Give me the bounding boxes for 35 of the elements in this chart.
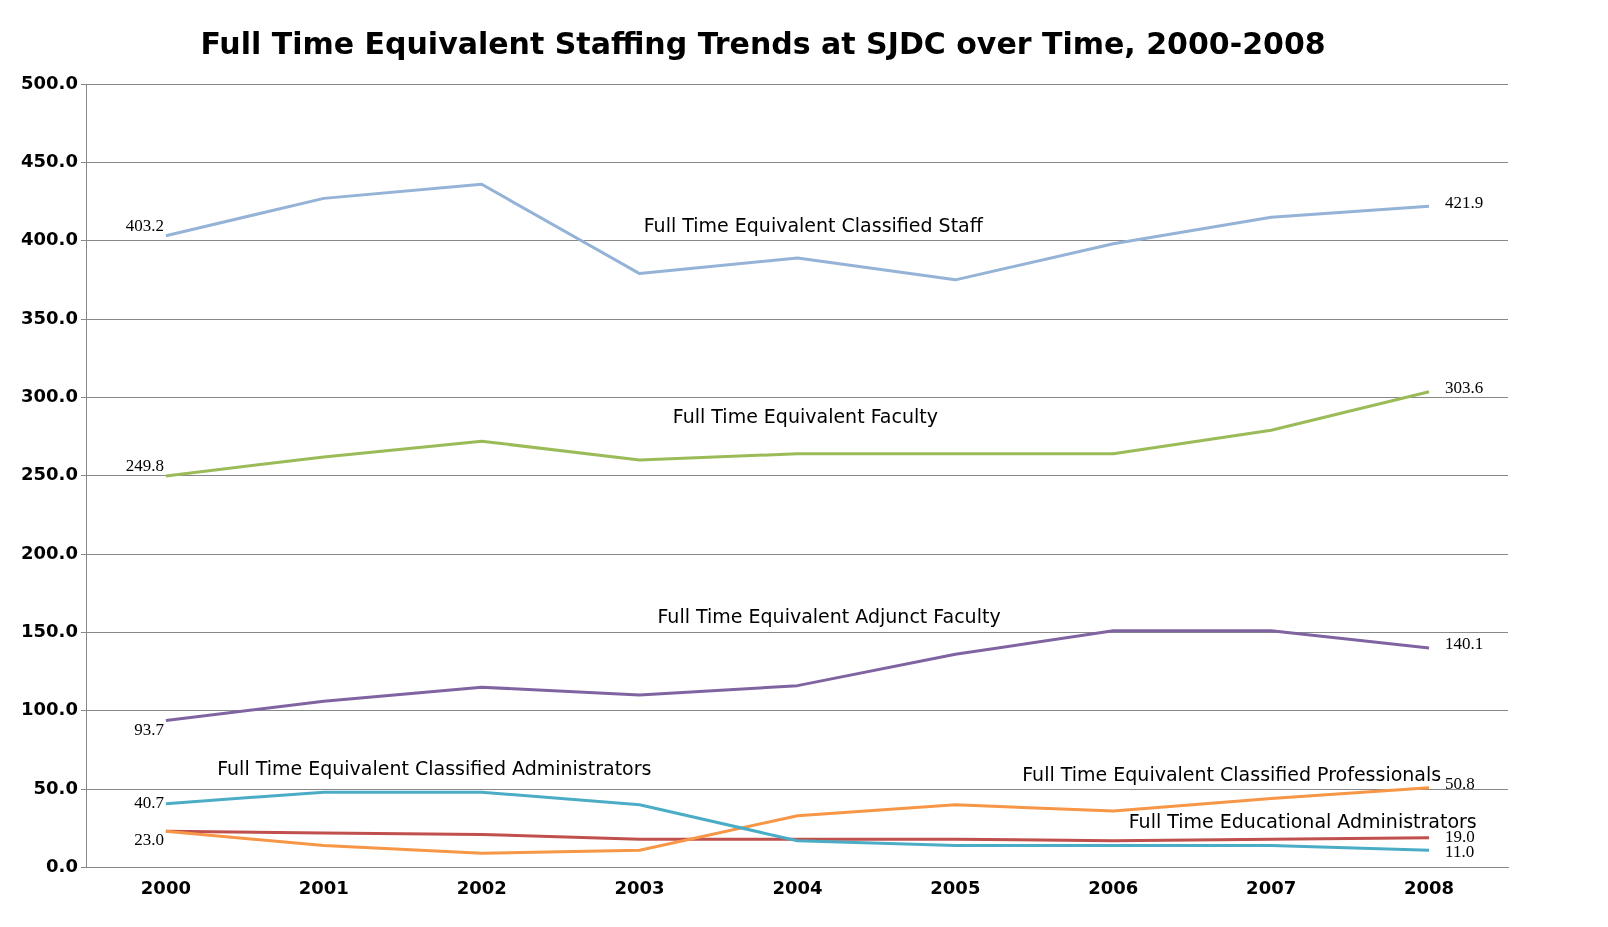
data-label: 40.7	[134, 793, 165, 813]
data-label: 50.8	[1445, 774, 1475, 794]
x-tick-label: 2008	[1404, 876, 1455, 898]
series-label: Full Time Equivalent Faculty	[672, 404, 938, 427]
y-tick-label: 150.0	[21, 620, 78, 642]
x-tick-label: 2003	[614, 876, 665, 898]
data-label: 93.7	[134, 720, 165, 740]
x-tick-label: 2005	[930, 876, 981, 898]
chart-title: Full Time Equivalent Staffing Trends at SJDC over Time, 2000-2008	[200, 25, 1326, 61]
data-label: 303.6	[1445, 378, 1484, 398]
y-tick-label: 50.0	[33, 776, 78, 798]
x-tick-label: 2000	[140, 876, 191, 898]
data-label: 140.1	[1445, 634, 1484, 654]
x-tick-label: 2007	[1246, 876, 1297, 898]
series-label: Full Time Equivalent Classified Administrators	[217, 757, 652, 780]
y-tick-label: 450.0	[21, 150, 78, 172]
series-label: Full Time Equivalent Classified Staff	[643, 213, 984, 236]
data-label: 23.0	[134, 829, 164, 849]
data-label: 421.9	[1445, 192, 1484, 212]
x-tick-label: 2001	[298, 876, 349, 898]
x-tick-label: 2004	[772, 876, 823, 898]
y-tick-label: 200.0	[21, 541, 78, 563]
x-tick-label: 2006	[1088, 876, 1139, 898]
data-label: 249.8	[125, 456, 164, 476]
y-tick-label: 0.0	[46, 855, 78, 877]
series-label: Full Time Equivalent Classified Professionals	[1022, 763, 1442, 786]
data-label: 403.2	[125, 216, 164, 236]
y-tick-label: 250.0	[21, 463, 78, 485]
x-tick-label: 2002	[456, 876, 507, 898]
y-tick-label: 350.0	[21, 306, 78, 328]
y-tick-label: 400.0	[21, 228, 78, 250]
series-label: Full Time Equivalent Adjunct Faculty	[657, 605, 1001, 628]
y-tick-label: 500.0	[21, 71, 78, 93]
y-tick-label: 300.0	[21, 385, 78, 407]
y-tick-label: 100.0	[21, 698, 78, 720]
